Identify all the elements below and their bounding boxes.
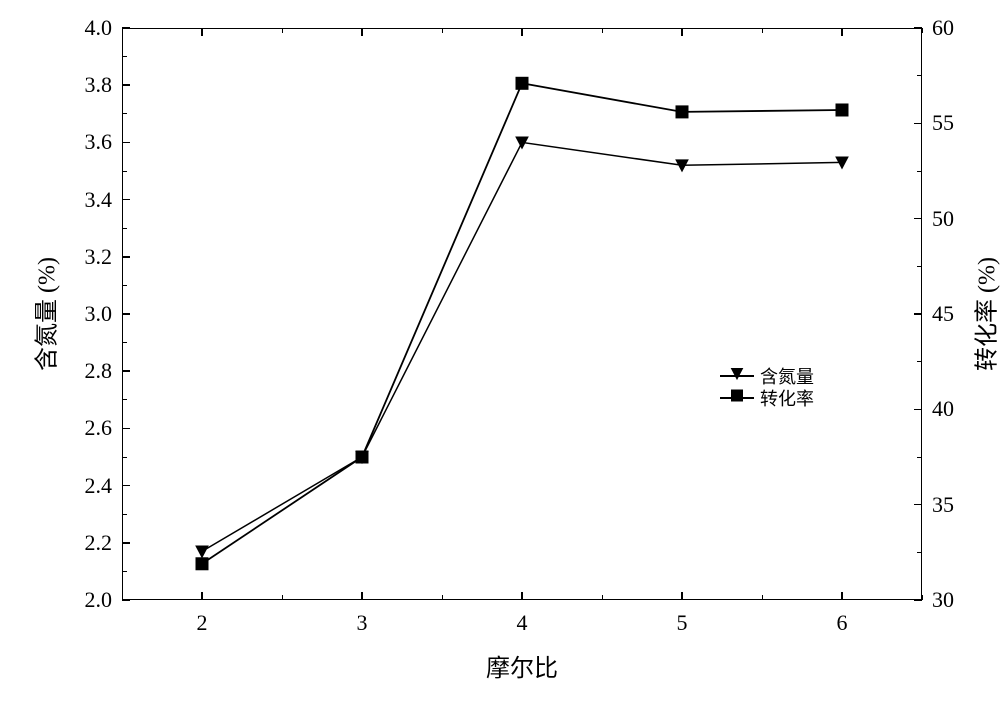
series-line	[202, 83, 842, 563]
tick	[201, 28, 203, 36]
tick	[122, 28, 123, 33]
tick	[122, 342, 127, 343]
tick	[762, 595, 763, 600]
y-axis-right-label: 转化率 (%)	[967, 257, 1000, 371]
tick	[122, 199, 130, 201]
tick-label: 40	[932, 396, 954, 422]
series-marker	[196, 546, 208, 557]
x-axis-label: 摩尔比	[486, 648, 558, 683]
tick-label: 2.8	[85, 358, 113, 384]
tick	[122, 56, 127, 57]
tick	[122, 84, 130, 86]
tick	[521, 592, 523, 600]
chart-container: 含氮量转化率 摩尔比 含氮量 (%) 转化率 (%) 234562.02.22.…	[0, 0, 1000, 706]
series-line	[202, 142, 842, 551]
tick	[914, 409, 922, 411]
series-marker	[196, 558, 208, 570]
tick	[914, 27, 922, 29]
tick	[122, 599, 130, 601]
tick	[122, 485, 130, 487]
tick	[841, 28, 843, 36]
tick	[442, 28, 443, 33]
tick-label: 4.0	[85, 15, 113, 41]
tick	[122, 514, 127, 515]
legend-marker	[730, 389, 744, 408]
tick	[122, 370, 130, 372]
tick-label: 2	[197, 610, 208, 636]
tick	[122, 571, 127, 572]
tick	[282, 28, 283, 33]
tick	[122, 457, 127, 458]
tick	[602, 595, 603, 600]
tick	[122, 313, 130, 315]
tick-label: 2.6	[85, 415, 113, 441]
tick-label: 35	[932, 492, 954, 518]
tick	[922, 28, 923, 33]
legend-item: 转化率	[720, 387, 814, 409]
tick	[841, 592, 843, 600]
tick-label: 50	[932, 206, 954, 232]
legend-line	[720, 397, 754, 399]
tick-label: 6	[837, 610, 848, 636]
tick	[122, 285, 127, 286]
tick-label: 4	[517, 610, 528, 636]
tick	[917, 75, 922, 76]
tick-label: 45	[932, 301, 954, 327]
legend-item: 含氮量	[720, 365, 814, 387]
tick	[361, 592, 363, 600]
tick	[122, 256, 130, 258]
tick-label: 2.0	[85, 587, 113, 613]
tick-label: 60	[932, 15, 954, 41]
tick-label: 3.2	[85, 244, 113, 270]
series-marker	[676, 106, 688, 118]
tick	[282, 595, 283, 600]
tick	[914, 504, 922, 506]
tick	[122, 228, 127, 229]
tick	[917, 266, 922, 267]
tick-label: 2.4	[85, 473, 113, 499]
tick	[917, 361, 922, 362]
tick-label: 5	[677, 610, 688, 636]
tick-label: 2.2	[85, 530, 113, 556]
legend-label: 转化率	[760, 385, 814, 411]
series-marker	[356, 451, 368, 463]
tick	[122, 399, 127, 400]
tick	[521, 28, 523, 36]
series-marker	[516, 77, 528, 89]
tick-label: 3.8	[85, 72, 113, 98]
legend: 含氮量转化率	[720, 365, 814, 409]
chart-svg	[0, 0, 1000, 706]
tick-label: 3.6	[85, 129, 113, 155]
tick	[122, 142, 130, 144]
tick	[917, 171, 922, 172]
tick	[122, 27, 130, 29]
tick-label: 3.4	[85, 187, 113, 213]
tick	[442, 595, 443, 600]
tick	[917, 552, 922, 553]
tick	[762, 28, 763, 33]
tick	[681, 592, 683, 600]
tick-label: 55	[932, 110, 954, 136]
tick	[201, 592, 203, 600]
tick	[361, 28, 363, 36]
legend-line	[720, 375, 754, 377]
tick-label: 3	[357, 610, 368, 636]
tick	[914, 218, 922, 220]
y-axis-left-label: 含氮量 (%)	[27, 257, 62, 371]
tick-label: 30	[932, 587, 954, 613]
tick	[914, 313, 922, 315]
tick	[917, 457, 922, 458]
tick-label: 3.0	[85, 301, 113, 327]
tick	[122, 113, 127, 114]
series-marker	[836, 104, 848, 116]
tick	[122, 428, 130, 430]
tick	[602, 28, 603, 33]
legend-marker	[730, 367, 744, 386]
tick	[122, 171, 127, 172]
tick	[122, 542, 130, 544]
tick	[914, 123, 922, 125]
tick	[681, 28, 683, 36]
tick	[914, 599, 922, 601]
